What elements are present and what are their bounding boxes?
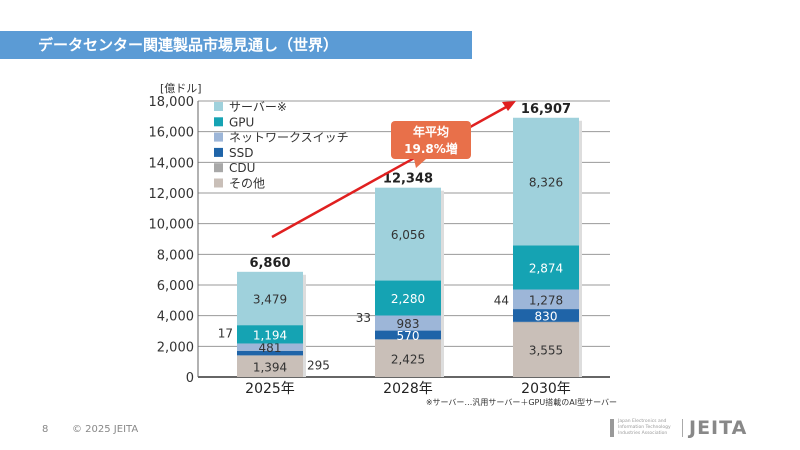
legend-label: SSD xyxy=(229,146,253,160)
data-label: 2,874 xyxy=(529,261,563,275)
y-tick-label: 6,000 xyxy=(157,279,194,294)
total-label: 16,907 xyxy=(521,102,571,117)
y-axis-label: [億ドル] xyxy=(160,82,202,95)
bar-segment xyxy=(513,322,579,377)
arrow-head-icon xyxy=(502,101,516,111)
y-tick-label: 12,000 xyxy=(149,187,195,202)
y-tick-label: 4,000 xyxy=(157,310,194,325)
legend-label: サーバー※ xyxy=(229,100,287,114)
bar-segment xyxy=(513,117,579,246)
logo-subtext: Japan Electronics and Information Techno… xyxy=(618,419,671,436)
data-label: 570 xyxy=(397,329,420,343)
legend-swatch xyxy=(214,102,223,111)
legend-label: CDU xyxy=(229,161,255,175)
bar-segment xyxy=(237,343,303,351)
legend-swatch xyxy=(214,147,223,157)
bar-segment xyxy=(513,245,579,290)
bar-segment xyxy=(375,339,441,340)
logo-text: JEITA xyxy=(689,417,748,439)
data-label: 2,280 xyxy=(391,292,425,306)
x-tick-label: 2028年 xyxy=(383,381,433,397)
page-number: 8 xyxy=(42,424,49,435)
legend-label: ネットワークスイッチ xyxy=(229,131,349,145)
data-label: 8,326 xyxy=(529,176,563,190)
y-tick-label: 10,000 xyxy=(149,218,195,233)
bar-segment xyxy=(513,309,579,322)
y-tick-label: 16,000 xyxy=(149,126,195,141)
callout-tail xyxy=(414,159,426,168)
jeita-logo: Japan Electronics and Information Techno… xyxy=(610,417,747,439)
bar-segment xyxy=(237,355,303,377)
y-tick-label: 18,000 xyxy=(149,95,195,110)
data-label: 1,394 xyxy=(253,360,287,374)
y-tick-label: 14,000 xyxy=(149,156,195,171)
data-label: 44 xyxy=(494,293,509,307)
legend-label: GPU xyxy=(229,115,254,129)
bar-segment xyxy=(375,330,441,340)
bar-segment xyxy=(237,350,303,356)
y-tick-label: 2,000 xyxy=(157,340,194,355)
legend-swatch xyxy=(214,132,223,142)
data-label: 33 xyxy=(356,311,371,325)
data-label: 6,056 xyxy=(391,228,425,242)
callout-line2: 19.8%増 xyxy=(404,141,458,156)
total-label: 6,860 xyxy=(249,256,290,271)
callout-line1: 年平均 xyxy=(413,124,449,139)
y-tick-label: 0 xyxy=(186,371,194,386)
data-label: 1,194 xyxy=(253,328,287,342)
data-label: 17 xyxy=(218,327,233,341)
bar-segment xyxy=(237,325,303,344)
data-label: 2,425 xyxy=(391,352,425,366)
y-tick-label: 8,000 xyxy=(157,248,194,263)
bar-segment xyxy=(375,187,441,281)
total-label: 12,348 xyxy=(383,172,433,187)
bar-segment xyxy=(513,321,579,323)
data-label: 295 xyxy=(307,358,330,372)
data-label: 3,555 xyxy=(529,344,563,358)
legend-swatch xyxy=(214,178,223,188)
legend-swatch xyxy=(214,163,223,173)
slide-title: データセンター関連製品市場見通し（世界） xyxy=(0,31,472,59)
legend-swatch xyxy=(214,117,223,127)
data-label: 1,278 xyxy=(529,293,563,307)
x-tick-label: 2025年 xyxy=(245,381,295,397)
data-label: 481 xyxy=(259,341,282,355)
x-tick-label: 2030年 xyxy=(521,381,571,397)
footnote: ※サーバー…汎用サーバー＋GPU搭載のAI型サーバー xyxy=(426,397,617,407)
bar-segment xyxy=(237,271,303,326)
data-label: 3,479 xyxy=(253,292,287,306)
bar-segment xyxy=(375,315,441,331)
copyright: © 2025 JEITA xyxy=(72,424,139,435)
bar-segment xyxy=(513,289,579,310)
data-label: 830 xyxy=(535,309,558,323)
bar-segment xyxy=(375,339,441,377)
growth-callout xyxy=(391,121,471,159)
bar-segment xyxy=(375,280,441,316)
data-label: 983 xyxy=(397,317,420,331)
legend-label: その他 xyxy=(229,177,265,191)
